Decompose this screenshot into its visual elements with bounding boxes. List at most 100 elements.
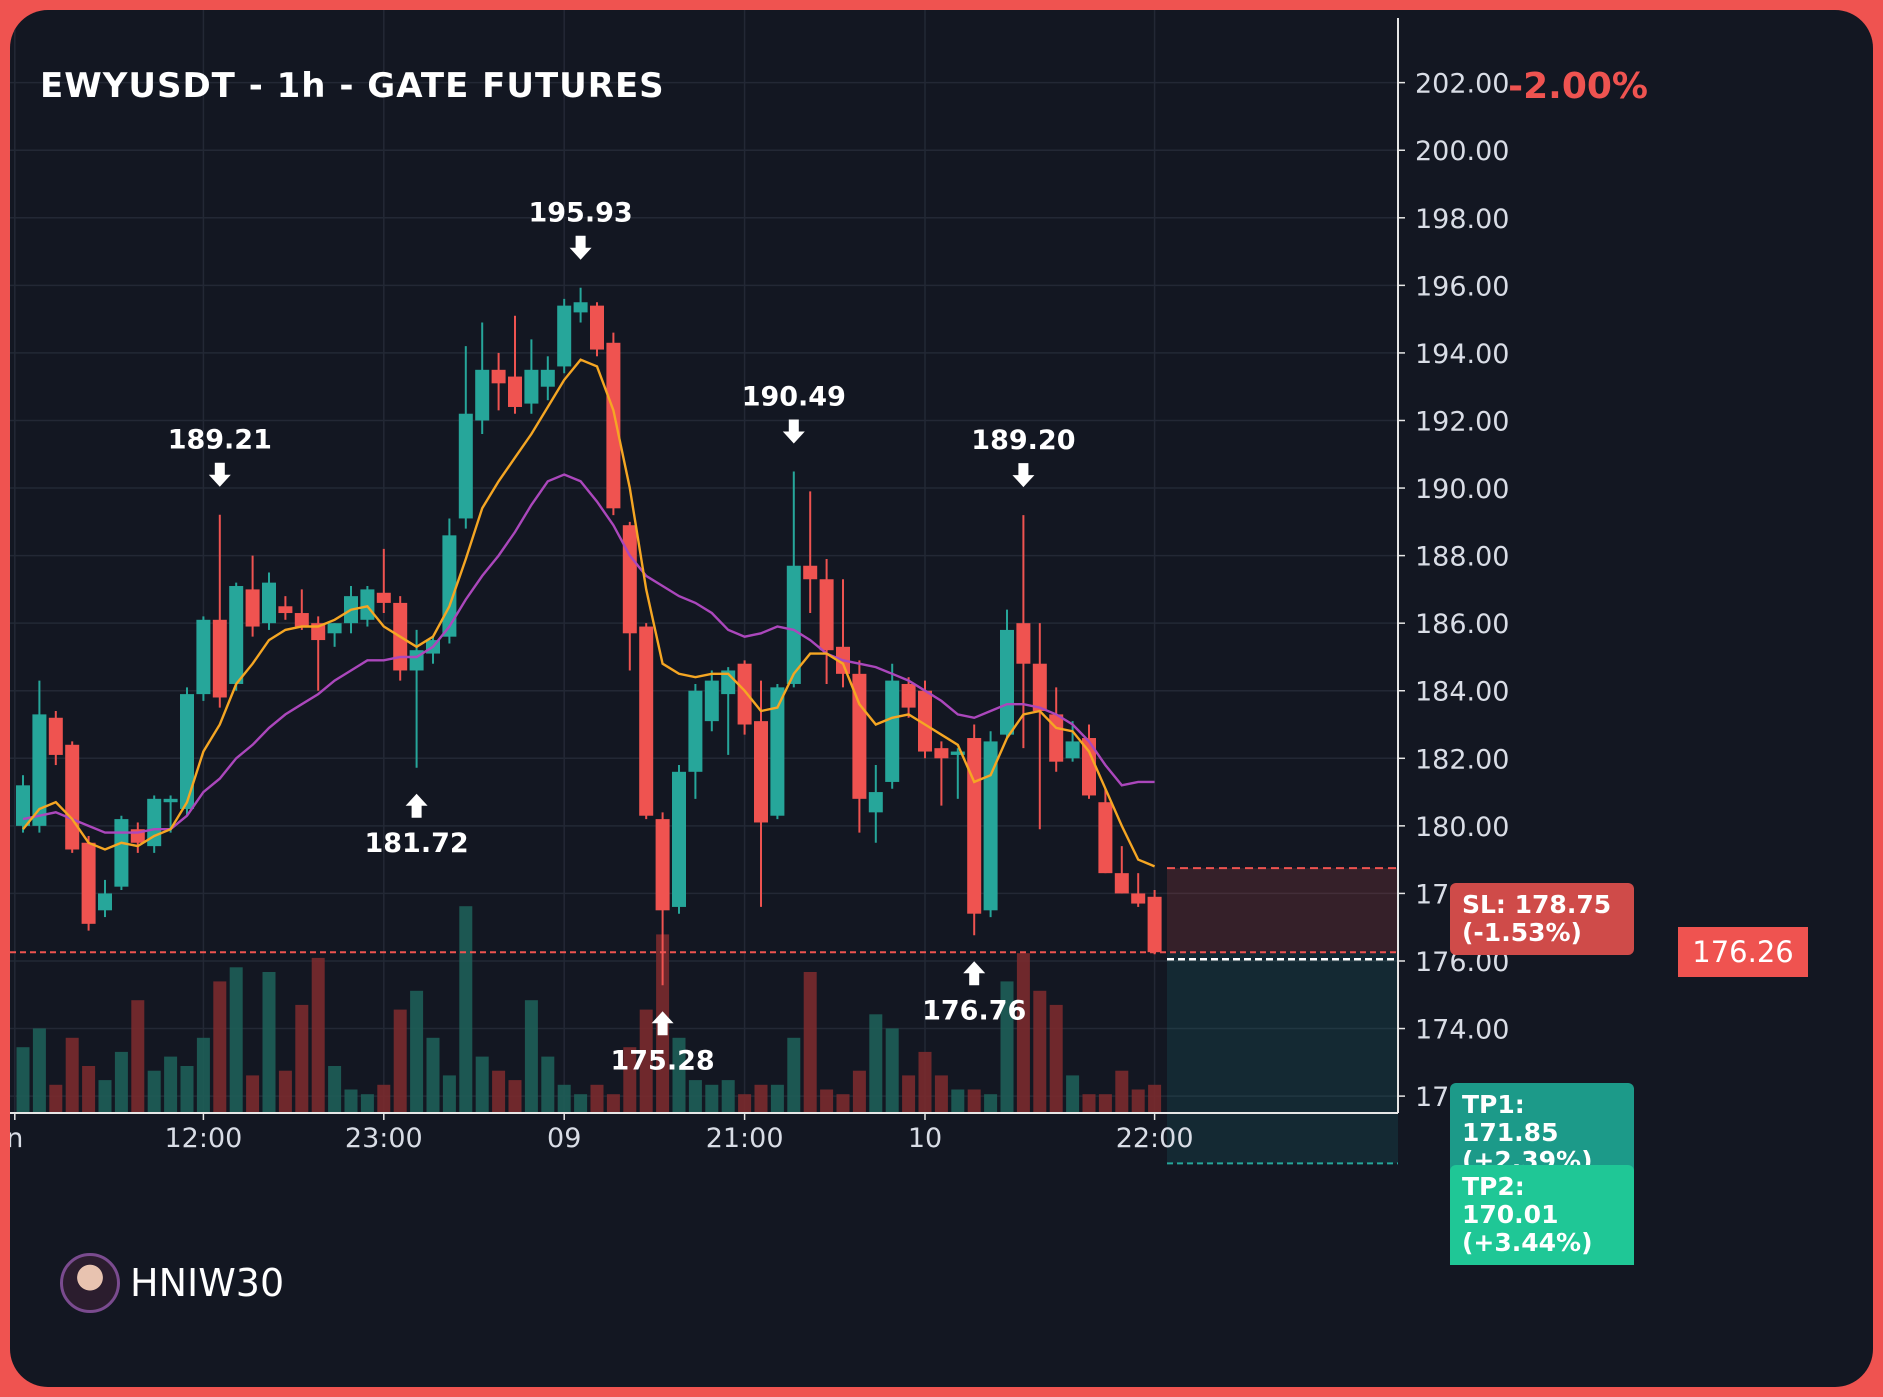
volume-bar xyxy=(606,1094,620,1113)
candle-up xyxy=(16,785,30,826)
tp2-price: TP2: 170.01 xyxy=(1462,1172,1559,1230)
candle-up xyxy=(770,687,785,816)
volume-bar xyxy=(442,1075,456,1113)
sl-percent: (-1.53%) xyxy=(1462,918,1582,948)
volume-bar xyxy=(1000,981,1014,1113)
volume-bar xyxy=(770,1084,784,1113)
candle-down xyxy=(737,663,752,725)
volume-bar xyxy=(918,1051,932,1113)
trade-zones xyxy=(10,867,1398,1165)
volume-bar xyxy=(180,1066,194,1113)
candle-down xyxy=(655,819,670,911)
down-arrow-icon xyxy=(208,462,231,487)
volume-bar xyxy=(524,1000,538,1113)
brand-name: HNIW30 xyxy=(130,1261,285,1305)
volume-bar xyxy=(508,1080,522,1113)
candle-up xyxy=(114,819,129,887)
candles xyxy=(16,287,1162,986)
candle-down xyxy=(754,721,768,823)
candle-up xyxy=(557,305,572,367)
candle-down xyxy=(65,744,80,850)
volume-bar xyxy=(426,1037,440,1113)
candle-up xyxy=(229,586,244,684)
up-arrow-icon xyxy=(405,793,428,818)
candle-up xyxy=(786,565,801,684)
volume-bar xyxy=(1016,953,1030,1113)
candle-up xyxy=(327,623,342,634)
candle-up xyxy=(442,535,457,637)
volume-bar xyxy=(721,1080,735,1113)
candle-down xyxy=(622,525,637,634)
volume-bar xyxy=(574,1094,588,1113)
y-tick-label: 186.00 xyxy=(1415,609,1509,640)
volume-bar xyxy=(114,1051,128,1113)
volume-bar xyxy=(328,1066,342,1113)
candle-down xyxy=(606,342,621,509)
volume-bar xyxy=(754,1084,768,1113)
percent-change: -2.00% xyxy=(1508,66,1648,107)
y-tick-label: 190.00 xyxy=(1415,474,1509,505)
volume-bar xyxy=(688,1080,702,1113)
y-tick-label: 200.00 xyxy=(1415,136,1509,167)
candle-down xyxy=(278,606,293,614)
volume-bar xyxy=(623,1047,637,1113)
volume-bar xyxy=(1098,1094,1112,1113)
candle-up xyxy=(32,714,47,826)
volume-bar xyxy=(1082,1094,1096,1113)
volume-bar xyxy=(984,1094,998,1113)
ema-fast-line xyxy=(22,358,1156,868)
candle-down xyxy=(491,369,506,384)
chart-frame: 172.00174.00176.00178.00180.00182.00184.… xyxy=(10,10,1873,1387)
candle-up xyxy=(983,741,998,911)
candle-down xyxy=(1114,873,1129,894)
take-profit-2-label: TP2: 170.01 (+3.44%) xyxy=(1450,1165,1634,1266)
candle-down xyxy=(590,305,604,350)
volume-bar xyxy=(360,1094,374,1113)
candle-up xyxy=(540,369,555,387)
volume-bar xyxy=(278,1070,292,1113)
volume-bar xyxy=(164,1056,178,1113)
volume-bar xyxy=(869,1014,883,1113)
high-label: 189.21 xyxy=(168,425,272,456)
candle-down xyxy=(852,673,867,799)
volume-bar xyxy=(1131,1089,1145,1113)
volume-bar xyxy=(738,1094,752,1113)
up-arrow-icon xyxy=(651,1011,674,1036)
candle-down xyxy=(508,376,522,407)
stop-loss-label: SL: 178.75 (-1.53%) xyxy=(1450,883,1634,956)
volume-bar xyxy=(98,1080,112,1113)
volume-bar xyxy=(557,1084,571,1113)
candle-up xyxy=(672,771,686,907)
volume-bar xyxy=(377,1084,391,1113)
candle-down xyxy=(1098,802,1113,874)
candle-up xyxy=(180,694,194,809)
volume-bar xyxy=(852,1070,866,1113)
candle-down xyxy=(212,619,227,698)
candle-down xyxy=(376,592,391,603)
volume-bar xyxy=(475,1056,489,1113)
volume-bar xyxy=(49,1084,63,1113)
candle-down xyxy=(1131,893,1146,904)
candle-up xyxy=(950,751,965,755)
volume-bar xyxy=(951,1089,965,1113)
candle-down xyxy=(1049,714,1064,762)
price-chart[interactable]: 172.00174.00176.00178.00180.00182.00184.… xyxy=(10,10,1873,1387)
candle-down xyxy=(1147,896,1162,953)
low-label: 175.28 xyxy=(610,1045,714,1076)
candle-up xyxy=(98,893,112,911)
candle-down xyxy=(245,589,260,627)
down-arrow-icon xyxy=(1012,463,1035,488)
take-profit-zone xyxy=(1167,952,1398,1164)
candle-down xyxy=(819,579,834,651)
candle-up xyxy=(262,582,276,624)
y-tick-label: 174.00 xyxy=(1415,1015,1509,1046)
volume-bar xyxy=(1049,1004,1063,1113)
volume-bar xyxy=(295,1004,309,1113)
candle-up xyxy=(475,369,490,421)
candle-up xyxy=(1000,629,1014,735)
tp2-percent: (+3.44%) xyxy=(1462,1228,1593,1258)
volume-bar xyxy=(131,1000,145,1113)
candle-down xyxy=(934,748,949,759)
candle-down xyxy=(1032,663,1047,712)
volume-bar xyxy=(1115,1070,1129,1113)
